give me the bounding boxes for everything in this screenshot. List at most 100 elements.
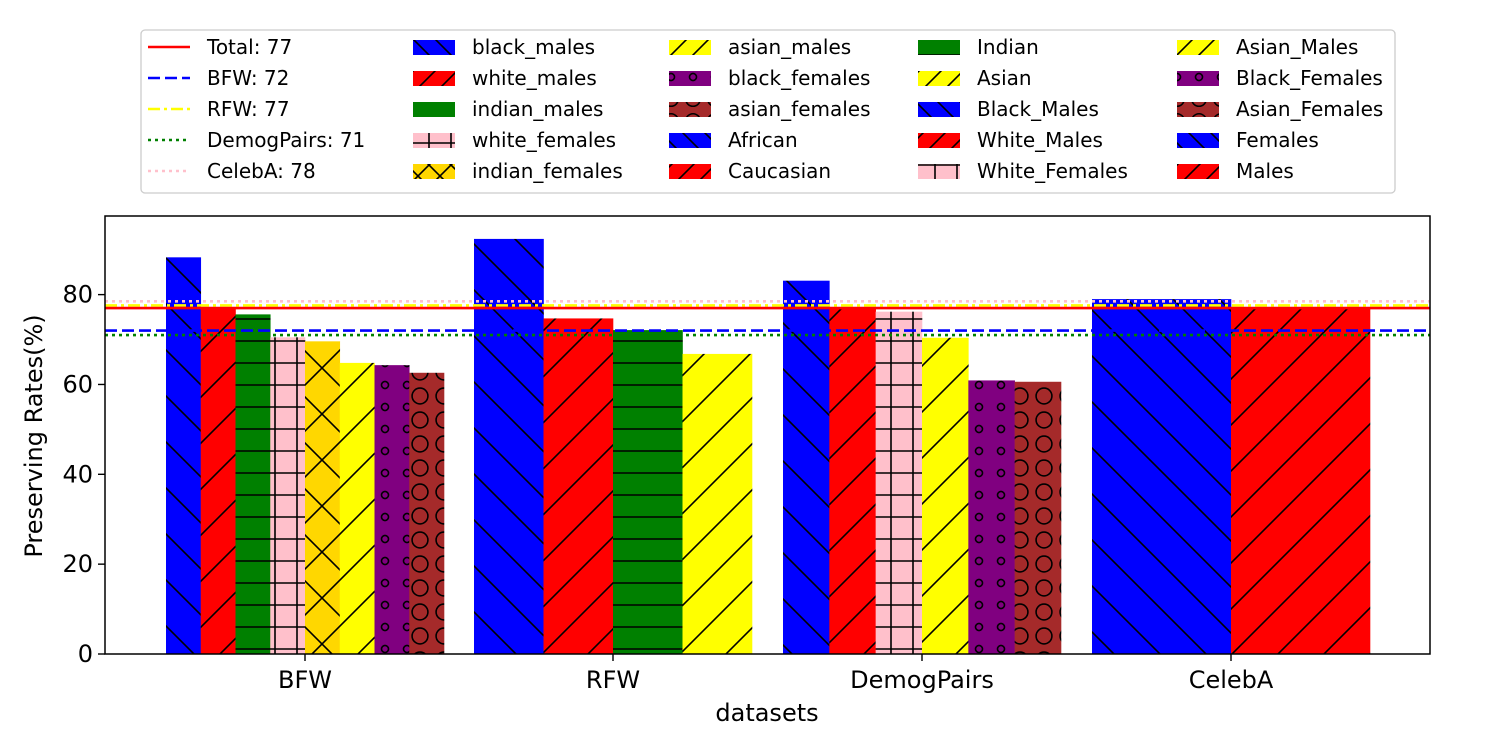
legend-box [140, 29, 1396, 194]
legend-label: DemogPairs: 71 [207, 128, 365, 152]
y-axis-label: Preserving Rates(%) [20, 314, 48, 557]
legend-item-white-males: White_Males [918, 128, 1103, 152]
legend-label: asian_males [728, 35, 851, 59]
legend-item-total-77: Total: 77 [148, 35, 292, 59]
legend-label: African [728, 128, 798, 152]
legend-label: indian_males [472, 97, 603, 121]
legend-item-indian: Indian [918, 35, 1039, 59]
legend-item-caucasian: Caucasian [669, 159, 831, 183]
legend-item-asian-females: asian_females [669, 97, 871, 121]
legend-swatch [669, 133, 711, 148]
bar-bfw-black-males [166, 257, 202, 654]
bar-demogpairs-white-males [829, 307, 876, 654]
x-tick-label-celeba: CelebA [1189, 666, 1274, 694]
bar-celeba-males [1231, 307, 1371, 654]
bar-rfw-indian [613, 330, 683, 654]
legend-item-demogpairs-71: DemogPairs: 71 [148, 128, 365, 152]
legend-item-black-females: Black_Females [1177, 66, 1383, 90]
legend-label: black_males [472, 35, 595, 59]
bar-bfw-white-females [270, 337, 306, 654]
bar-demogpairs-white-females [875, 311, 923, 654]
legend-label: BFW: 72 [207, 66, 289, 90]
legend: Total: 77 BFW: 72 RFW: 77 DemogPairs: 71 Cel… [140, 29, 1396, 194]
legend-label: white_males [472, 66, 597, 90]
legend-swatch [1177, 133, 1219, 148]
bar-rfw-caucasian [543, 318, 614, 654]
legend-swatch [1177, 71, 1219, 86]
legend-item-black-females: black_females [669, 66, 870, 90]
legend-swatch [918, 133, 960, 148]
legend-item-african: African [669, 128, 798, 152]
legend-label: CelebA: 78 [207, 159, 316, 183]
legend-label: Males [1236, 159, 1294, 183]
reference-lines-layer [105, 300, 1430, 337]
legend-item-asian-males: Asian_Males [1177, 35, 1358, 59]
legend-item-bfw-72: BFW: 72 [148, 66, 289, 90]
y-tick-label: 80 [62, 281, 93, 309]
legend-item-white-males: white_males [413, 66, 597, 90]
legend-label: Asian_Males [1236, 35, 1358, 59]
legend-swatch [669, 40, 711, 55]
x-axis-label: datasets [715, 699, 818, 727]
legend-item-black-males: Black_Males [918, 97, 1099, 121]
x-tick-label-demogpairs: DemogPairs [850, 666, 994, 694]
legend-swatch [413, 102, 455, 117]
y-tick-label: 20 [62, 550, 93, 578]
legend-swatch [669, 102, 711, 117]
legend-item-white-females: White_Females [918, 159, 1128, 183]
bar-bfw-indian-males [235, 314, 271, 654]
y-tick-label: 60 [62, 370, 93, 398]
legend-item-females: Females [1177, 128, 1319, 152]
legend-label: indian_females [472, 159, 623, 183]
legend-item-asian-females: Asian_Females [1177, 97, 1383, 121]
bar-group-rfw [474, 238, 753, 654]
legend-swatch [918, 71, 960, 86]
legend-swatch [413, 40, 455, 55]
axes-layer: 0 20 40 60 80 BFW RFW DemogPairs CelebA [62, 215, 1431, 694]
bar-group-celeba [1092, 299, 1371, 654]
y-tick-label: 40 [62, 460, 93, 488]
legend-item-indian-males: indian_males [413, 97, 603, 121]
bar-bfw-black-females [374, 365, 410, 654]
legend-swatch [669, 164, 711, 179]
bar-demogpairs-black-males [783, 280, 830, 654]
legend-label: asian_females [728, 97, 871, 121]
legend-swatch [1177, 40, 1219, 55]
bar-celeba-females [1092, 299, 1232, 654]
legend-label: White_Males [977, 128, 1103, 152]
legend-swatch [669, 71, 711, 86]
legend-label: Black_Females [1236, 66, 1383, 90]
legend-item-asian-males: asian_males [669, 35, 851, 59]
legend-swatch [918, 102, 960, 117]
legend-label: Caucasian [728, 159, 831, 183]
legend-item-celeba-78: CelebA: 78 [148, 159, 316, 183]
legend-swatch [1177, 164, 1219, 179]
bar-demogpairs-asian-females [1014, 381, 1062, 654]
bar-demogpairs-asian-males [922, 337, 969, 654]
bar-bfw-asian-males [339, 362, 375, 654]
bar-group-bfw [166, 257, 445, 654]
bar-bfw-white-males [200, 308, 236, 654]
legend-label: Asian_Females [1236, 97, 1383, 121]
x-tick-label-rfw: RFW [586, 666, 640, 694]
legend-label: RFW: 77 [207, 97, 290, 121]
legend-item-rfw-77: RFW: 77 [148, 97, 290, 121]
legend-label: white_females [472, 128, 616, 152]
legend-swatch [918, 164, 960, 179]
bar-group-demogpairs [783, 280, 1062, 654]
bar-demogpairs-black-females [968, 380, 1015, 654]
legend-item-asian: Asian [918, 66, 1032, 90]
legend-swatch [413, 133, 455, 148]
legend-label: Females [1236, 128, 1319, 152]
plot-frame [104, 215, 1431, 655]
legend-swatch [413, 164, 455, 179]
legend-swatch [918, 40, 960, 55]
legend-item-white-females: white_females [413, 128, 616, 152]
legend-label: Black_Males [977, 97, 1099, 121]
legend-label: Total: 77 [206, 35, 292, 59]
bar-bfw-asian-females [409, 372, 445, 654]
legend-label: black_females [728, 66, 870, 90]
legend-item-indian-females: indian_females [413, 159, 623, 183]
